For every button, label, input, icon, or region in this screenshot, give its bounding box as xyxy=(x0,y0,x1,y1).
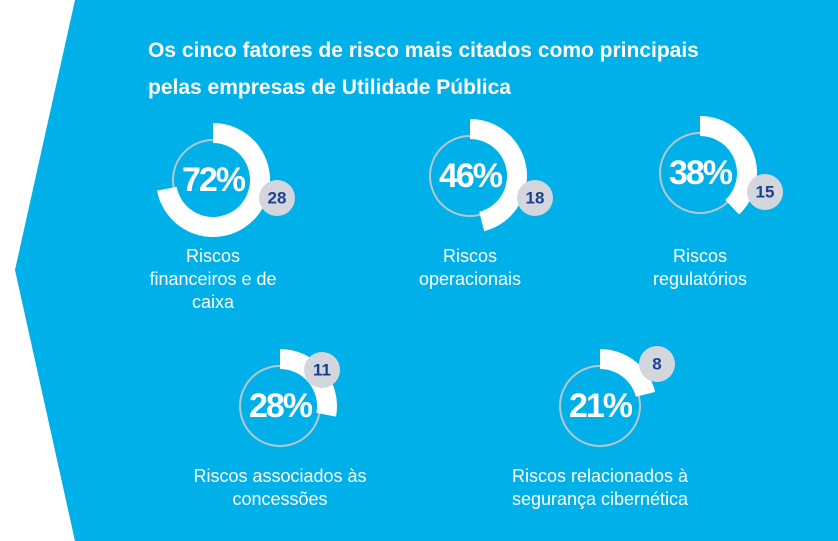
category-label: Riscos operacionais xyxy=(418,246,522,289)
percent-label: 72% xyxy=(182,161,246,199)
count-label: 8 xyxy=(652,355,661,374)
count-badge xyxy=(259,180,295,216)
percent-label: 28% xyxy=(249,387,313,425)
count-label: 15 xyxy=(756,183,775,202)
count-label: 28 xyxy=(268,189,287,208)
category-label: Riscos financeiros e de caixa xyxy=(149,246,277,312)
category-label: Riscos regulatórios xyxy=(652,246,748,289)
count-badge xyxy=(304,352,340,388)
donut-arc xyxy=(700,116,757,215)
percent-label: 46% xyxy=(439,157,503,195)
category-label: Riscos associados às concessões xyxy=(193,466,367,509)
count-label: 18 xyxy=(526,189,545,208)
donut-arc xyxy=(157,123,271,238)
percent-label: 21% xyxy=(569,387,633,425)
chart-title: Os cinco fatores de risco mais citados c… xyxy=(148,39,699,99)
donut-arc xyxy=(280,349,338,417)
count-badge xyxy=(747,174,783,210)
donut-arc xyxy=(470,119,528,232)
count-badge xyxy=(639,346,675,382)
percent-label: 38% xyxy=(669,154,733,192)
donut-arc xyxy=(600,349,656,397)
count-label: 11 xyxy=(313,361,331,380)
category-label: Riscos relacionados à segurança cibernét… xyxy=(511,466,689,509)
count-badge xyxy=(517,180,553,216)
